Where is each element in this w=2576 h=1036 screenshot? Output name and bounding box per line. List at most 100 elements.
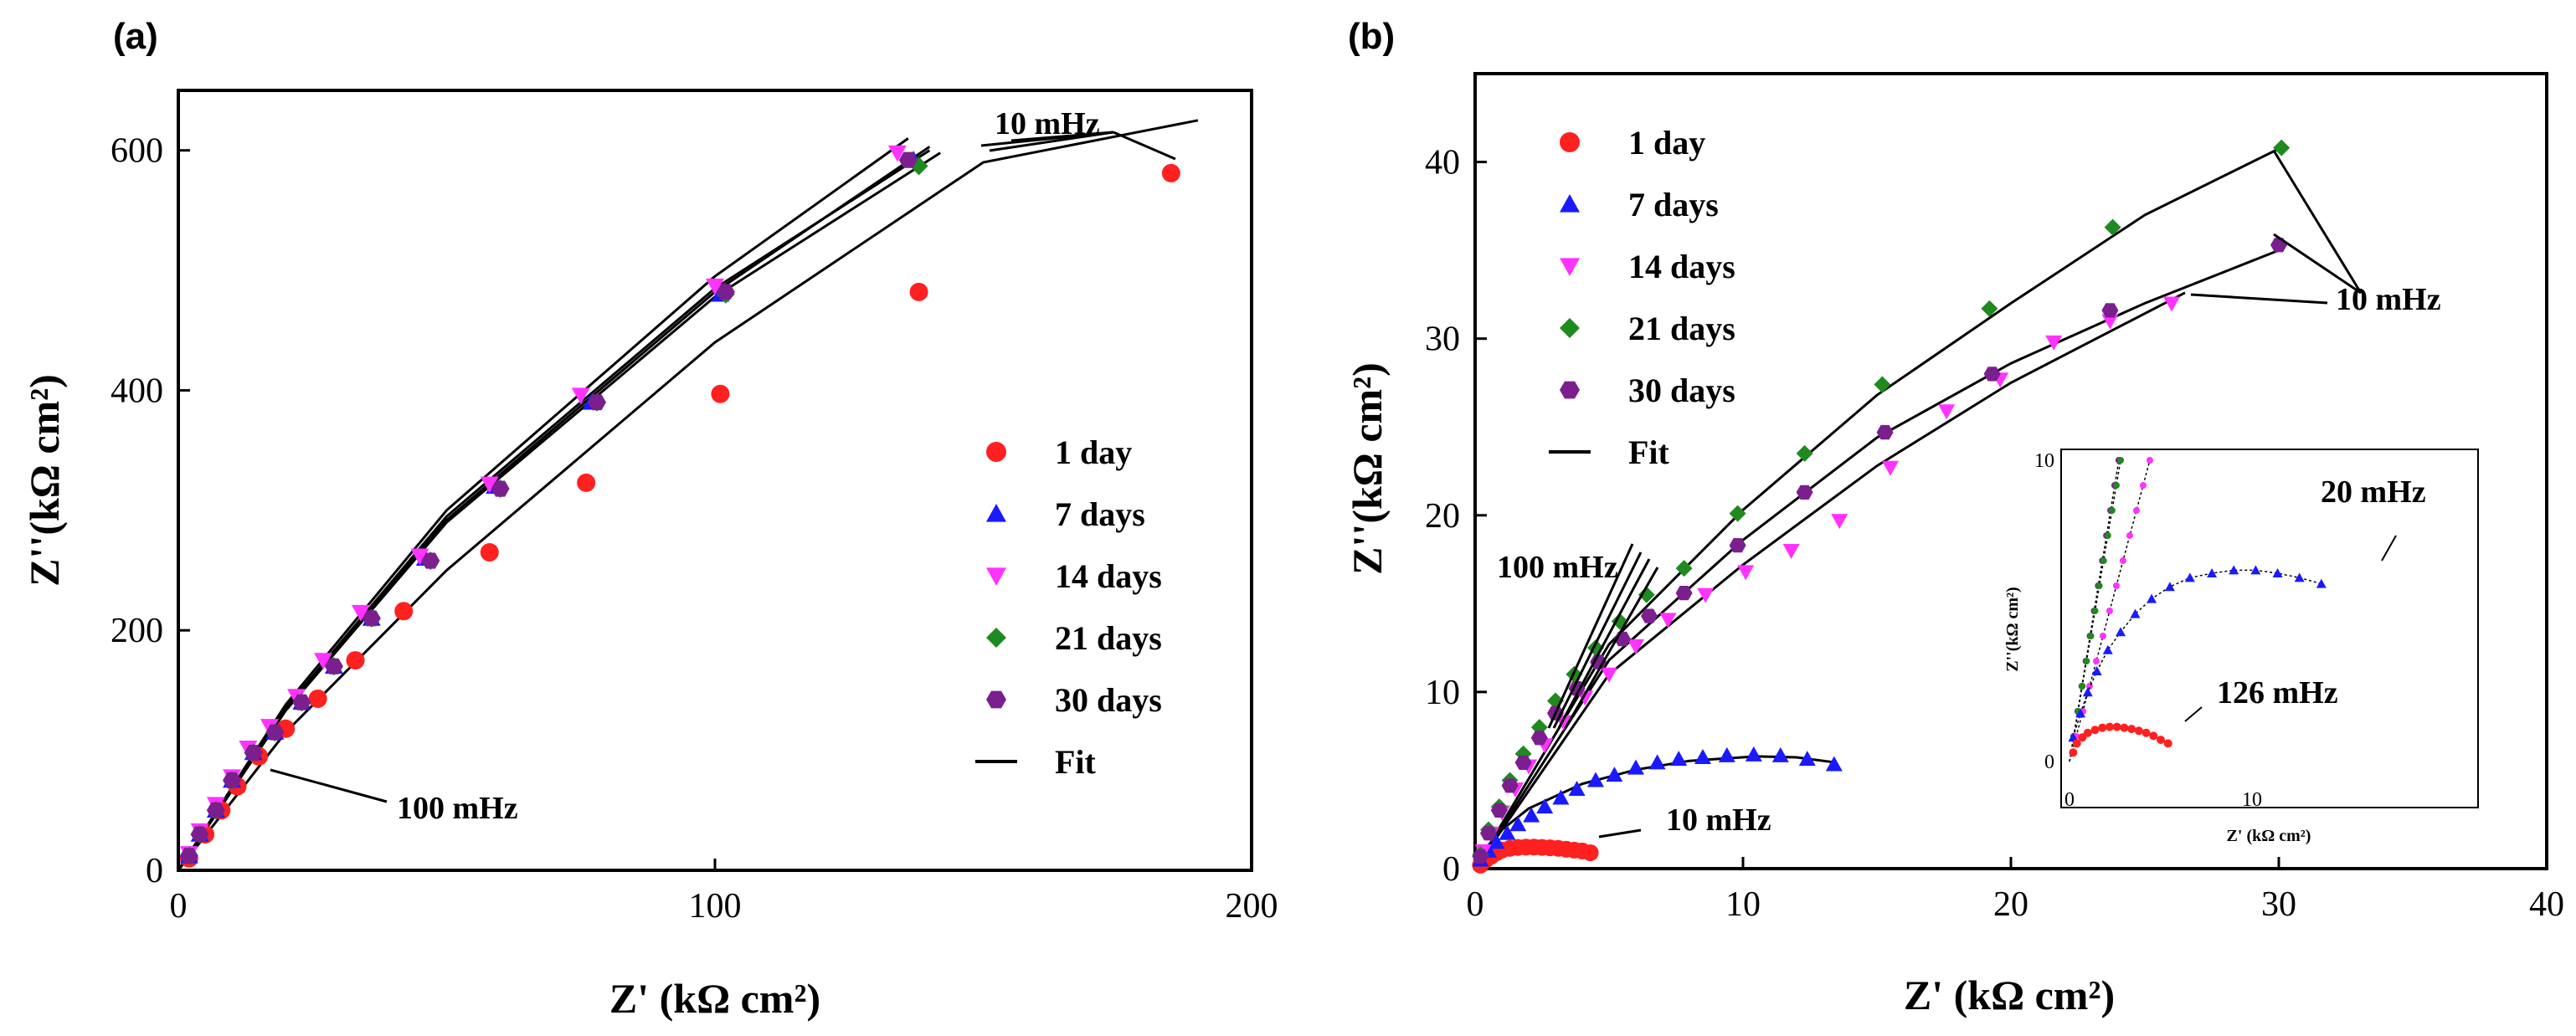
inset-y-label: Z''(kΩ cm²) xyxy=(2003,587,2022,671)
inset-data-point xyxy=(2102,644,2113,654)
legend-label-d21: 21 days xyxy=(1055,619,1162,657)
inset-data-point xyxy=(2092,658,2100,664)
inset-data-point xyxy=(2149,731,2158,741)
x-tick-label: 20 xyxy=(1993,885,2028,924)
inset-chart: 0 10 0 10 20 mHz 126 mHz Z' (kΩ cm²) Z''(kΩ… xyxy=(2003,449,2479,845)
data-points-b xyxy=(1472,139,2291,874)
inset-data-point xyxy=(2112,582,2120,589)
y-axis-label-b: Z''(kΩ cm²) xyxy=(1344,362,1391,575)
inset-data-point xyxy=(2229,565,2239,575)
fit-line xyxy=(177,119,1199,871)
legend-marker-d14 xyxy=(1560,258,1580,276)
legend-marker-d7 xyxy=(1560,194,1580,213)
data-point-21-days xyxy=(1796,444,1813,462)
data-point-14-days xyxy=(480,476,499,494)
data-point-30-days xyxy=(179,848,198,864)
fit-line xyxy=(177,149,931,871)
data-point-30-days xyxy=(1675,586,1693,601)
fit-line xyxy=(1473,249,2280,869)
data-point-21-days xyxy=(1981,300,1998,317)
inset-data-point xyxy=(2146,457,2153,464)
legend-marker-d1 xyxy=(1560,132,1580,152)
y-tick-label: 0 xyxy=(1442,850,1460,889)
data-point-7-days xyxy=(1718,746,1735,762)
data-point-7-days xyxy=(1523,807,1540,823)
inset-x-label: Z' (kΩ cm²) xyxy=(2227,827,2311,845)
annotations-b: 10 mHz 100 mHz 10 mHz xyxy=(1497,150,2441,839)
inset-ann-20mhz: 20 mHz xyxy=(2321,474,2426,510)
data-point-30-days xyxy=(491,480,510,497)
fit-line xyxy=(1473,291,2186,869)
data-point-30-days xyxy=(1796,485,1813,500)
legend-label-d1: 1 day xyxy=(1055,433,1132,471)
ann-b-high-leader xyxy=(2272,150,2363,294)
inset-data-point xyxy=(2116,627,2126,637)
data-point-7-days xyxy=(1606,767,1623,782)
y-tick-label: 30 xyxy=(1425,321,1460,359)
inset-data-point xyxy=(2117,457,2125,464)
inset-data-point xyxy=(2091,608,2099,614)
data-point-14-days xyxy=(1601,667,1617,683)
data-point-30-days xyxy=(1983,367,2001,382)
data-point-30-days xyxy=(206,802,225,818)
inset-y-tick: 10 xyxy=(2034,450,2054,472)
data-point-7-days xyxy=(1499,824,1516,840)
inset-data-point xyxy=(2147,593,2157,603)
chart-panel-a: 0 100 200 0 200 400 600 10 mHz 100 mHz Z' (kΩ … xyxy=(21,89,1278,1022)
data-point-1-day xyxy=(577,473,596,492)
data-point-1-day xyxy=(346,651,365,670)
y-tick-label: 40 xyxy=(1425,144,1460,182)
inset-data-point xyxy=(2087,633,2095,639)
inset-data-point xyxy=(2112,482,2120,489)
data-point-1-day xyxy=(711,384,730,403)
inset-ticks: 0 10 0 10 xyxy=(2034,450,2262,811)
y-tick-label: 20 xyxy=(1425,497,1460,536)
inset-data-point xyxy=(2083,658,2090,664)
inset-frame xyxy=(2060,449,2479,808)
legend-label-d21: 21 days xyxy=(1628,310,1735,347)
data-point-30-days xyxy=(1490,803,1508,818)
fit-line xyxy=(177,146,931,871)
ann-b-low-leader xyxy=(1547,543,1634,729)
data-point-7-days xyxy=(1670,751,1688,767)
data-point-14-days xyxy=(1938,404,1956,420)
fit-line xyxy=(177,151,942,871)
ticks-b: 0 10 20 30 40 0 10 20 30 40 xyxy=(1425,144,2564,924)
data-point-30-days xyxy=(1641,608,1658,623)
legend-a: 1 day 7 days 14 days 21 days 30 days Fit xyxy=(975,433,1162,781)
data-point-7-days xyxy=(1488,833,1505,849)
data-point-14-days xyxy=(314,653,333,670)
inset-data-point xyxy=(2104,532,2111,539)
panel-label-a: (a) xyxy=(113,16,158,57)
data-point-14-days xyxy=(571,387,590,405)
data-point-30-days xyxy=(223,772,242,788)
legend-marker-d14 xyxy=(986,567,1006,586)
inset-ann-126mhz: 126 mHz xyxy=(2217,675,2338,710)
data-point-1-day xyxy=(394,602,414,621)
data-point-30-days xyxy=(362,610,381,627)
data-point-7-days xyxy=(1825,756,1843,772)
data-point-30-days xyxy=(1876,424,1894,440)
data-point-30-days xyxy=(716,284,735,300)
inset-data-point xyxy=(2091,666,2102,675)
data-point-21-days xyxy=(1675,560,1693,577)
legend-label-fit: Fit xyxy=(1055,743,1097,781)
x-tick-label: 40 xyxy=(2529,885,2564,924)
data-point-30-days xyxy=(421,552,440,569)
ann-b-bottom-leader xyxy=(1598,828,1642,839)
ann-a-10mhz: 10 mHz xyxy=(995,106,1100,141)
legend-label-d7: 7 days xyxy=(1055,495,1145,533)
inset-data-point xyxy=(2095,582,2103,589)
data-point-7-days xyxy=(1771,746,1789,762)
inset-data-point xyxy=(2075,708,2086,718)
inset-data-point xyxy=(2090,726,2100,735)
data-point-14-days xyxy=(1627,639,1644,654)
data-point-14-days xyxy=(2101,314,2119,330)
x-tick-label: 30 xyxy=(2261,885,2296,924)
inset-data-point xyxy=(2163,739,2172,748)
data-point-14-days xyxy=(1697,587,1715,603)
data-point-14-days xyxy=(887,145,907,162)
data-point-30-days xyxy=(244,745,263,761)
y-axis-label-a: Z''(kΩ cm²) xyxy=(21,374,68,587)
